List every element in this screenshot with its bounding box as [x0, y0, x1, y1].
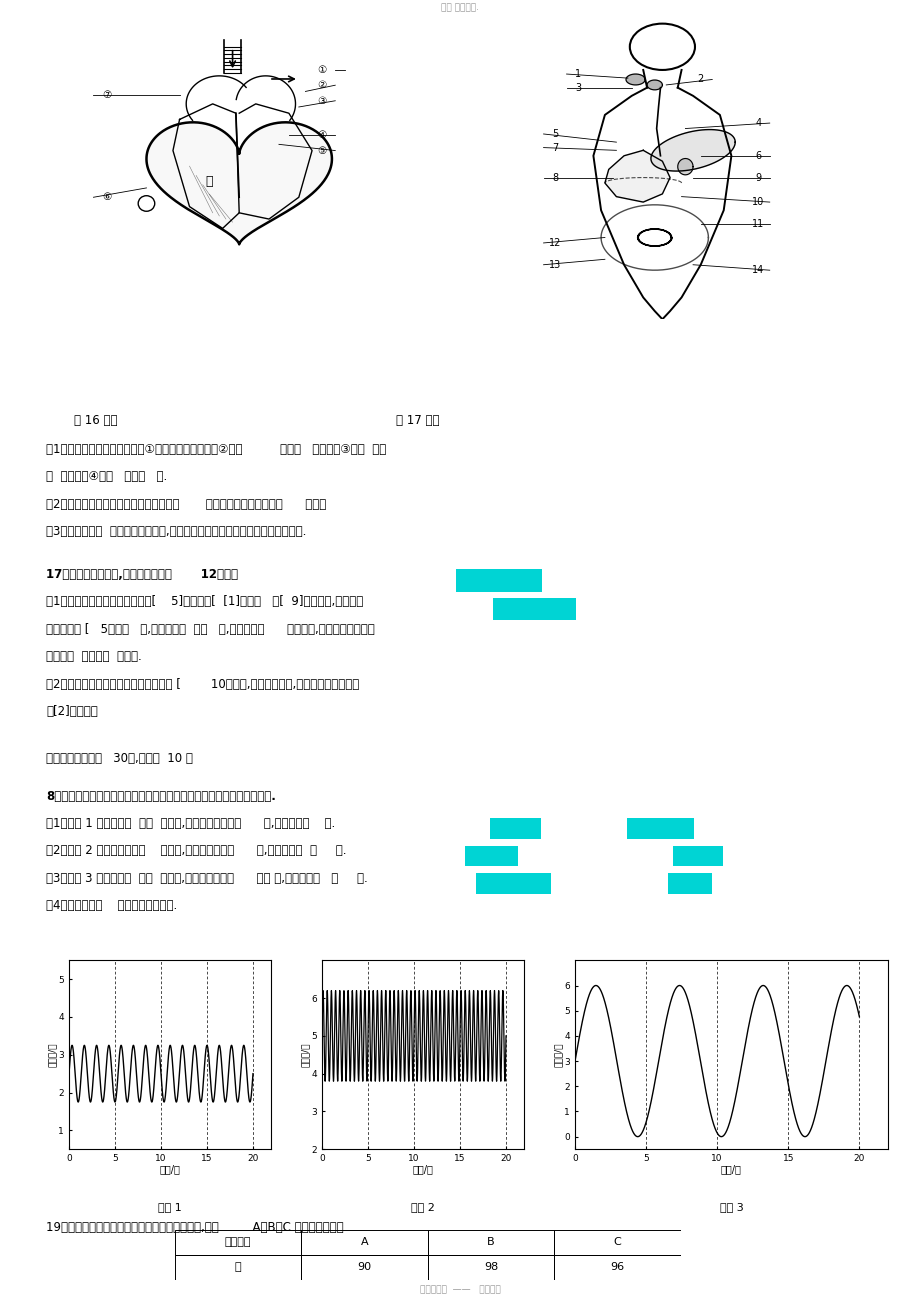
Text: 曲线 1: 曲线 1 — [158, 1203, 182, 1212]
Text: A: A — [360, 1238, 368, 1247]
Bar — [301, 1230, 427, 1255]
Text: 曲线 3: 曲线 3 — [719, 1203, 743, 1212]
Polygon shape — [651, 129, 734, 171]
Text: C: C — [613, 1238, 620, 1247]
Bar — [627, 818, 693, 839]
Text: ⑦: ⑦ — [102, 90, 111, 99]
Bar — [475, 873, 550, 894]
Text: ③: ③ — [317, 95, 326, 106]
Y-axis label: 肺容量/升: 肺容量/升 — [48, 1042, 57, 1067]
Bar — [672, 846, 722, 866]
Text: 1: 1 — [574, 69, 581, 79]
Y-axis label: 肺容量/升: 肺容量/升 — [301, 1042, 310, 1067]
Bar — [427, 1230, 553, 1255]
Text: 11: 11 — [752, 219, 764, 229]
Text: 10: 10 — [752, 197, 764, 207]
Text: 曲线 2: 曲线 2 — [411, 1203, 435, 1212]
Text: 第 17 题图: 第 17 题图 — [395, 414, 438, 427]
Text: 第 16 题图: 第 16 题图 — [74, 414, 117, 427]
Text: 比较工程: 比较工程 — [224, 1238, 251, 1247]
Text: 房  ）、标号④是（   右心室   ）.: 房 ）、标号④是（ 右心室 ）. — [46, 470, 167, 483]
Polygon shape — [146, 122, 332, 245]
Text: 可编辑资料  ——   欢迎下载: 可编辑资料 —— 欢迎下载 — [419, 1285, 500, 1294]
Text: 8: 8 — [551, 172, 558, 182]
Text: （1）曲线 1 表示的是（  睡眠  ）状态,此时呼吸频率（慢      ）,呼吸深度（    浅.: （1）曲线 1 表示的是（ 睡眠 ）状态,此时呼吸频率（慢 ）,呼吸深度（ 浅. — [46, 817, 335, 830]
Text: 的消化腺是 [   5（肝脏   ）,它能分泌（  胆汁   ）,促进（脂肪      ）的消化,位于消化道内的消: 的消化腺是 [ 5（肝脏 ）,它能分泌（ 胆汁 ）,促进（脂肪 ）的消化,位于消… — [46, 623, 374, 636]
Text: 化腺有（  肠腺和（  胃腺）.: 化腺有（ 肠腺和（ 胃腺）. — [46, 650, 142, 663]
X-axis label: 时间/秒: 时间/秒 — [413, 1165, 433, 1174]
Text: （1）位于消化道外的消化腺有：[    5]（肝脏、[  [1]唾液腺   、[  9]（膜腺）,其中最大: （1）位于消化道外的消化腺有：[ 5]（肝脏、[ [1]唾液腺 、[ 9]（膜腺… — [46, 595, 363, 609]
Text: 9: 9 — [754, 172, 760, 182]
Text: 7: 7 — [551, 142, 558, 152]
Text: ②: ② — [317, 81, 326, 90]
Bar — [667, 873, 711, 894]
Bar — [175, 1255, 301, 1280]
Bar — [456, 569, 541, 592]
Text: （3）曲线 3 表示的是（  潜水  ）状态,此时呼吸频率（      最慢 ）,呼吸深度（   深     ）.: （3）曲线 3 表示的是（ 潜水 ）状态,此时呼吸频率（ 最慢 ）,呼吸深度（ … — [46, 872, 368, 885]
Text: 水: 水 — [234, 1263, 241, 1272]
Bar — [553, 1255, 680, 1280]
Text: 13: 13 — [549, 259, 561, 270]
X-axis label: 时间/秒: 时间/秒 — [720, 1165, 741, 1174]
Text: 98: 98 — [483, 1263, 497, 1272]
Polygon shape — [646, 79, 662, 90]
Text: 17．依据消化系统图,回答以下问题（       12分）：: 17．依据消化系统图,回答以下问题（ 12分）： — [46, 568, 238, 581]
Text: （2）心脏的四个腔中壁最厚的是（左心室       ），和它相连的血管是（      主动脉: （2）心脏的四个腔中壁最厚的是（左心室 ），和它相连的血管是（ 主动脉 — [46, 498, 326, 511]
Y-axis label: 肺容量/升: 肺容量/升 — [553, 1042, 562, 1067]
Bar — [301, 1255, 427, 1280]
Text: 2: 2 — [697, 74, 703, 85]
Bar — [553, 1230, 680, 1255]
Bar — [490, 818, 540, 839]
Text: 3: 3 — [574, 82, 581, 93]
Text: ①: ① — [317, 65, 326, 74]
Text: 四: 四 — [206, 175, 213, 188]
Text: 14: 14 — [752, 266, 764, 275]
Text: （1）心脏四个腔的名称：标号①是（左心房）、标号②是（          左心室   ）、标号③是（  右心: （1）心脏四个腔的名称：标号①是（左心房）、标号②是（ 左心室 ）、标号③是（ … — [46, 443, 386, 456]
Text: 12: 12 — [549, 238, 561, 248]
Bar — [427, 1255, 553, 1280]
Bar — [493, 598, 575, 620]
Text: ⑥: ⑥ — [102, 193, 111, 202]
Polygon shape — [605, 150, 669, 202]
Text: 5: 5 — [551, 129, 558, 139]
Bar — [175, 1230, 301, 1255]
Text: 精品 精品资料.: 精品 精品资料. — [440, 3, 479, 12]
Text: 8．下面三幅曲线表示一个人在睡眠、、潜水游泳三种状态下的呼吸状况.: 8．下面三幅曲线表示一个人在睡眠、、潜水游泳三种状态下的呼吸状况. — [46, 790, 276, 803]
Text: 96: 96 — [610, 1263, 624, 1272]
Bar — [464, 846, 517, 866]
Text: （2）含有消化液种类最多的消化器官是 [        10（小）,只有消化功能,没有吸取功能的器官: （2）含有消化液种类最多的消化器官是 [ 10（小）,只有消化功能,没有吸取功能… — [46, 678, 358, 691]
Text: 二、基本技能（共   30分,每道题  10 分: 二、基本技能（共 30分,每道题 10 分 — [46, 752, 193, 765]
Text: 4: 4 — [754, 119, 760, 128]
Text: B: B — [487, 1238, 494, 1247]
Polygon shape — [625, 74, 644, 85]
Text: 90: 90 — [357, 1263, 371, 1272]
Polygon shape — [677, 159, 692, 175]
Text: 是[2]（口腔）: 是[2]（口腔） — [46, 705, 97, 718]
Text: （3）在心脏的（  心房与心室之间）,心室与动脉）之间都有防止血液倒流的辨膜.: （3）在心脏的（ 心房与心室之间）,心室与动脉）之间都有防止血液倒流的辨膜. — [46, 525, 306, 538]
Text: （4）曲线（长跑    ）消耗的氧气最多.: （4）曲线（长跑 ）消耗的氧气最多. — [46, 899, 177, 912]
Text: 6: 6 — [754, 151, 760, 160]
X-axis label: 时间/秒: 时间/秒 — [160, 1165, 180, 1174]
Text: （2）曲线 2 表示的是（长跑    ）状态,此时呼吸频率（      快,呼吸深度（  深     ）.: （2）曲线 2 表示的是（长跑 ）状态,此时呼吸频率（ 快,呼吸深度（ 深 ）. — [46, 844, 346, 857]
Text: ⑤: ⑤ — [317, 146, 326, 155]
Text: ④: ④ — [317, 130, 326, 139]
Text: 19．下表是人体肾单位相关某些物质的相对含量,样品         A、B、C 的来源见下表：: 19．下表是人体肾单位相关某些物质的相对含量,样品 A、B、C 的来源见下表： — [46, 1221, 344, 1234]
